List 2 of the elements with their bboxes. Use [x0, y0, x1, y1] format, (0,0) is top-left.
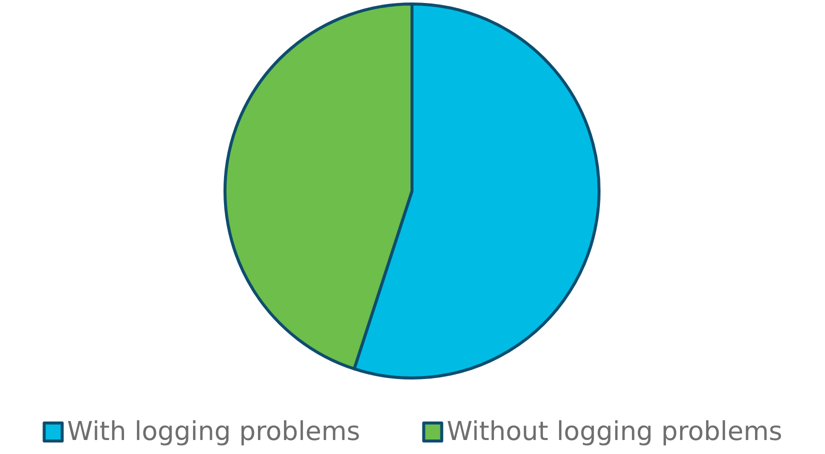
legend-label: Without logging problems [446, 417, 782, 447]
legend-label: With logging problems [67, 417, 360, 447]
